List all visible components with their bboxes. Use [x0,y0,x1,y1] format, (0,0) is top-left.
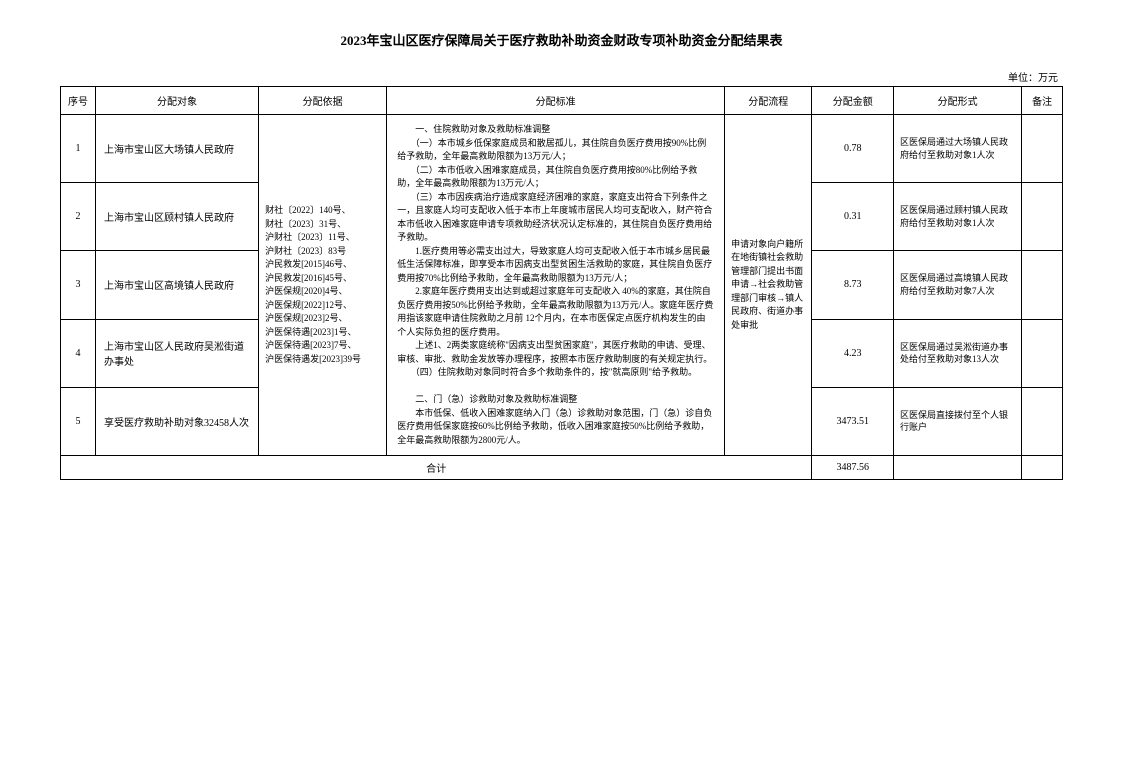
cell-remark [1022,183,1063,251]
cell-target: 上海市宝山区大场镇人民政府 [95,115,258,183]
total-amount: 3487.56 [812,456,894,480]
cell-target: 上海市宝山区高境镇人民政府 [95,251,258,319]
cell-form: 区医保局通过大场镇人民政府给付至救助对象1人次 [894,115,1022,183]
header-process: 分配流程 [725,87,812,115]
cell-seq: 1 [61,115,96,183]
cell-form: 区医保局直接拨付至个人银行账户 [894,387,1022,455]
cell-amount: 8.73 [812,251,894,319]
cell-seq: 2 [61,183,96,251]
cell-form: 区医保局通过吴淞街道办事处给付至救助对象13人次 [894,319,1022,387]
page-title: 2023年宝山区医疗保障局关于医疗救助补助资金财政专项补助资金分配结果表 [60,30,1063,49]
header-amount: 分配金额 [812,87,894,115]
cell-remark [1022,251,1063,319]
header-basis: 分配依据 [259,87,387,115]
cell-amount: 0.31 [812,183,894,251]
cell-target: 上海市宝山区人民政府吴淞街道办事处 [95,319,258,387]
allocation-table: 序号 分配对象 分配依据 分配标准 分配流程 分配金额 分配形式 备注 1 上海… [60,86,1063,480]
total-label: 合计 [61,456,812,480]
total-form [894,456,1022,480]
header-remark: 备注 [1022,87,1063,115]
cell-basis: 财社〔2022〕140号、 财社〔2023〕31号、 沪财社〔2023〕11号、… [259,115,387,456]
cell-form: 区医保局通过顾村镇人民政府给付至救助对象1人次 [894,183,1022,251]
cell-standard: 一、住院救助对象及救助标准调整 （一）本市城乡低保家庭成员和散居孤儿，其住院自负… [387,115,725,456]
header-standard: 分配标准 [387,87,725,115]
unit-label: 单位：万元 [60,69,1063,84]
cell-seq: 3 [61,251,96,319]
cell-form: 区医保局通过高境镇人民政府给付至救助对象7人次 [894,251,1022,319]
table-header-row: 序号 分配对象 分配依据 分配标准 分配流程 分配金额 分配形式 备注 [61,87,1063,115]
cell-amount: 4.23 [812,319,894,387]
cell-seq: 4 [61,319,96,387]
table-total-row: 合计 3487.56 [61,456,1063,480]
cell-remark [1022,319,1063,387]
cell-amount: 3473.51 [812,387,894,455]
cell-remark [1022,115,1063,183]
header-seq: 序号 [61,87,96,115]
header-target: 分配对象 [95,87,258,115]
cell-amount: 0.78 [812,115,894,183]
cell-seq: 5 [61,387,96,455]
cell-process: 申请对象向户籍所在地街镇社会救助管理部门提出书面申请→社会救助管理部门审核→镇人… [725,115,812,456]
cell-target: 上海市宝山区顾村镇人民政府 [95,183,258,251]
cell-target: 享受医疗救助补助对象32458人次 [95,387,258,455]
total-remark [1022,456,1063,480]
cell-remark [1022,387,1063,455]
table-row: 1 上海市宝山区大场镇人民政府 财社〔2022〕140号、 财社〔2023〕31… [61,115,1063,183]
header-form: 分配形式 [894,87,1022,115]
